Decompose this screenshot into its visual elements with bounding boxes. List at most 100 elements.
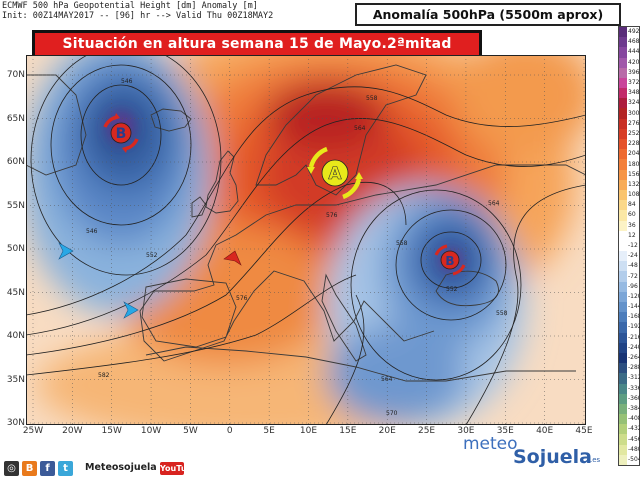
legend-swatch: [619, 383, 627, 395]
contour-label: 552: [446, 286, 458, 293]
legend-value: -96: [628, 282, 638, 290]
legend-swatch: [619, 454, 627, 466]
legend-swatch: [619, 444, 627, 456]
situation-title: Situación en altura semana 15 de Mayo.2ª…: [32, 30, 482, 58]
legend-value: -480: [628, 445, 640, 453]
blogger-icon[interactable]: B: [22, 461, 37, 476]
lat-label: 35N: [6, 374, 25, 385]
legend-value: 180: [628, 160, 640, 168]
legend-swatch: [619, 118, 627, 130]
arrowhead-icon: [307, 167, 315, 174]
low-symbol-disc: [440, 250, 460, 270]
lon-label: 15E: [339, 426, 357, 436]
legend-value: -24: [628, 252, 638, 260]
legend-swatch: [619, 424, 627, 435]
legend-value: -192: [628, 323, 640, 331]
legend-swatch: [619, 200, 627, 211]
legend-value: 132: [628, 180, 640, 188]
header: ECMWF 500 hPa Geopotential Height [dm] A…: [0, 0, 640, 26]
low-pressure-east: B: [434, 244, 466, 276]
legend-value: -312: [628, 374, 640, 382]
legend-swatch: [619, 251, 627, 262]
lat-label: 50N: [6, 244, 25, 254]
high-pressure-center: A: [307, 146, 363, 200]
legend-swatch: [619, 189, 627, 201]
legend-value: 12: [628, 231, 636, 239]
high-symbol-letter: A: [328, 164, 342, 184]
lon-label: 10W: [140, 426, 162, 436]
contour-label: 558: [396, 240, 408, 247]
low-symbol-disc: [110, 122, 132, 144]
social-handle[interactable]: Meteosojuela: [85, 462, 157, 473]
anomaly-field: [26, 55, 586, 425]
legend-value: 444: [628, 48, 640, 56]
legend-value: -168: [628, 313, 640, 321]
legend-swatch: [619, 414, 627, 425]
map-frame: [26, 55, 586, 425]
init-valid-line: Init: 00Z14MAY2017 -- [96] hr --> Valid …: [2, 11, 274, 21]
legend-value: 324: [628, 99, 640, 107]
legend-value: 300: [628, 109, 640, 117]
legend-swatch: [619, 108, 627, 120]
facebook-icon[interactable]: f: [40, 461, 55, 476]
contour-label: 582: [98, 372, 110, 379]
lat-label: 70N: [6, 70, 25, 80]
legend-value: 492: [628, 28, 640, 36]
legend-value: 228: [628, 140, 640, 148]
legend-value: -216: [628, 333, 640, 341]
legend-swatch: [619, 373, 627, 384]
contour-label: 576: [236, 295, 248, 302]
legend-swatch: [619, 342, 627, 354]
lat-label: 60N: [6, 157, 25, 167]
anticyclonic-arrow-icon: [342, 178, 362, 200]
legend-value: -144: [628, 303, 640, 311]
legend-value: -240: [628, 343, 640, 351]
legend-value: 252: [628, 129, 640, 137]
contour-label: 564: [354, 125, 366, 132]
lat-label: 30N: [6, 418, 25, 428]
anomaly-map: 5465465525585645765825585645525585645705…: [26, 55, 586, 425]
legend-swatch: [619, 77, 627, 89]
footer-bar: ◎ B f t Meteosojuela YouTube: [0, 458, 640, 480]
youtube-icon[interactable]: YouTube: [160, 462, 198, 475]
legend-value: 372: [628, 79, 640, 87]
legend-swatch: [619, 281, 627, 293]
west-flow-arrow-north: [58, 242, 74, 260]
legend-value: 60: [628, 211, 636, 219]
lon-label: 20W: [62, 426, 83, 436]
cyclonic-arrow-icon: [452, 264, 466, 276]
legend-swatch: [619, 261, 627, 272]
west-flow-arrow-south: [123, 301, 139, 319]
geopotential-contours: [26, 55, 586, 425]
legend-value: -408: [628, 415, 640, 423]
lon-label: 25W: [22, 426, 44, 436]
color-scale-legend: 492 468 444 420 396 372 348 324 300 276 252 228 204 1…: [618, 26, 640, 466]
lat-lon-grid: [26, 55, 586, 425]
lon-label: 15W: [101, 426, 122, 436]
legend-value: -336: [628, 384, 640, 392]
legend-value: -72: [628, 272, 638, 280]
lon-label: 0: [226, 426, 233, 436]
lat-label: 65N: [6, 113, 25, 124]
lon-label: 40E: [536, 426, 554, 436]
legend-swatch: [619, 240, 627, 252]
legend-swatch: [619, 57, 627, 69]
lon-label: 25E: [417, 426, 436, 436]
anticyclonic-arrow-icon: [308, 146, 328, 168]
legend-value: -48: [628, 262, 638, 270]
contour-label: 546: [121, 78, 133, 85]
contour-label: 576: [326, 212, 338, 219]
legend-value: -456: [628, 435, 640, 443]
instagram-icon[interactable]: ◎: [4, 461, 19, 476]
legend-swatch: [619, 98, 627, 109]
legend-swatch: [619, 27, 627, 38]
legend-swatch: [619, 159, 627, 171]
lon-label: 35E: [496, 426, 514, 436]
legend-value: -504: [628, 455, 640, 463]
legend-value: 84: [628, 201, 636, 209]
legend-value: -384: [628, 404, 640, 412]
low-symbol-letter: B: [445, 254, 454, 268]
lat-label: 40N: [6, 331, 25, 341]
legend-swatch: [619, 230, 627, 242]
twitter-icon[interactable]: t: [58, 461, 73, 476]
